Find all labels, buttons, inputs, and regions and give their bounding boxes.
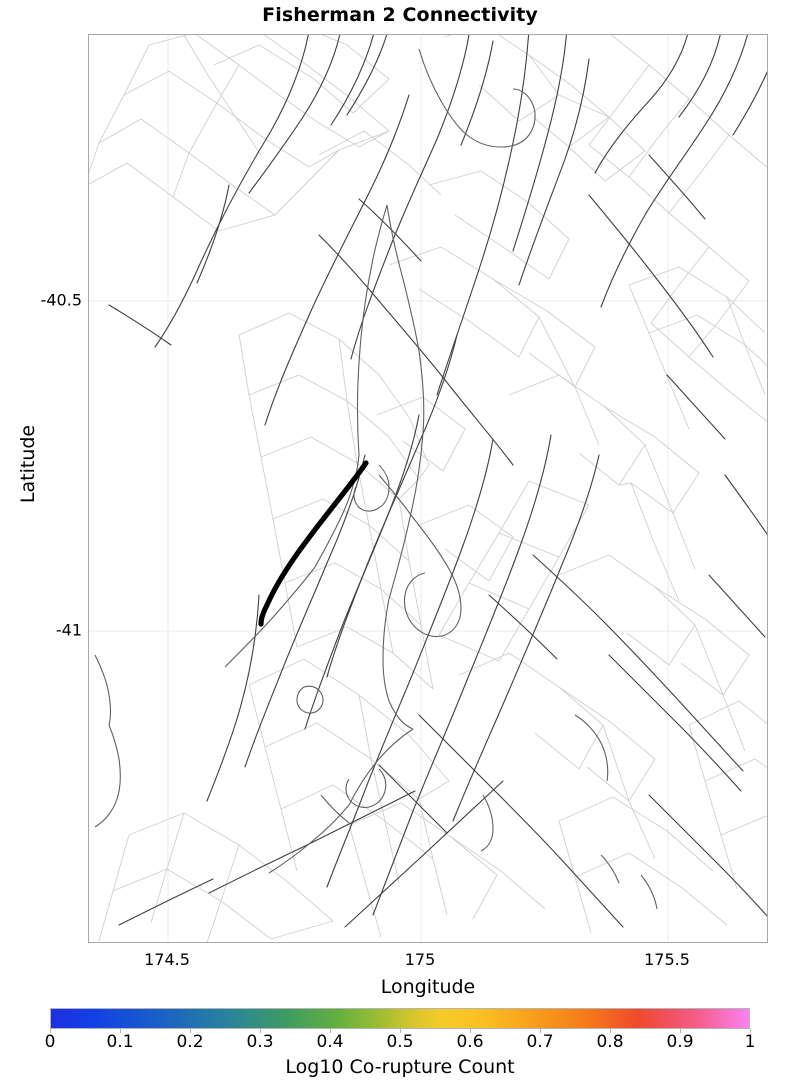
colorbar-tick-label: 0.9: [666, 1032, 694, 1052]
y-axis-label: Latitude: [17, 424, 39, 504]
colorbar-tick-label: 0.6: [456, 1032, 484, 1052]
colorbar-tick-mark: [120, 1029, 121, 1033]
colorbar-label: Log10 Co-rupture Count: [285, 1056, 515, 1078]
colorbar-tick-label: 0.4: [316, 1032, 344, 1052]
x-tick-label: 175: [404, 950, 436, 969]
source-fault-trace: [258, 460, 369, 627]
fault-traces: [108, 35, 767, 928]
y-tick-labels: -40.5 -41: [0, 0, 82, 1091]
x-tick-label: 175.5: [644, 950, 690, 969]
colorbar-tick-mark: [470, 1029, 471, 1033]
x-tick-label: 174.5: [144, 950, 190, 969]
colorbar-tick-mark: [400, 1029, 401, 1033]
colorbar-tick-mark: [260, 1029, 261, 1033]
grid-lines: [89, 35, 767, 942]
x-axis-label: Longitude: [380, 976, 476, 998]
colorbar[interactable]: [50, 1008, 750, 1029]
y-tick-label: -40.5: [40, 290, 82, 310]
page-title: Fisherman 2 Connectivity: [262, 4, 538, 26]
map-axes[interactable]: [88, 34, 768, 943]
colorbar-tick-mark: [540, 1029, 541, 1033]
colorbar-tick-mark: [680, 1029, 681, 1033]
colorbar-tick-mark: [330, 1029, 331, 1033]
map-plot: [89, 35, 767, 942]
colorbar-tick-mark: [50, 1029, 51, 1033]
colorbar-tick-mark: [750, 1029, 751, 1033]
rupture-patch-outlines: [89, 35, 767, 942]
colorbar-tick-mark: [610, 1029, 611, 1033]
colorbar-tick-label: 0.3: [246, 1032, 274, 1052]
colorbar-gradient: [51, 1009, 749, 1028]
colorbar-tick-label: 0.5: [386, 1032, 414, 1052]
colorbar-tick-label: 0: [44, 1032, 56, 1052]
colorbar-tick-label: 0.8: [596, 1032, 624, 1052]
colorbar-tick-label: 1: [744, 1032, 756, 1052]
colorbar-tick-label: 0.7: [526, 1032, 554, 1052]
colorbar-tick-label: 0.2: [176, 1032, 204, 1052]
colorbar-tick-mark: [190, 1029, 191, 1033]
y-tick-label: -41: [55, 620, 82, 640]
colorbar-tick-label: 0.1: [106, 1032, 134, 1052]
